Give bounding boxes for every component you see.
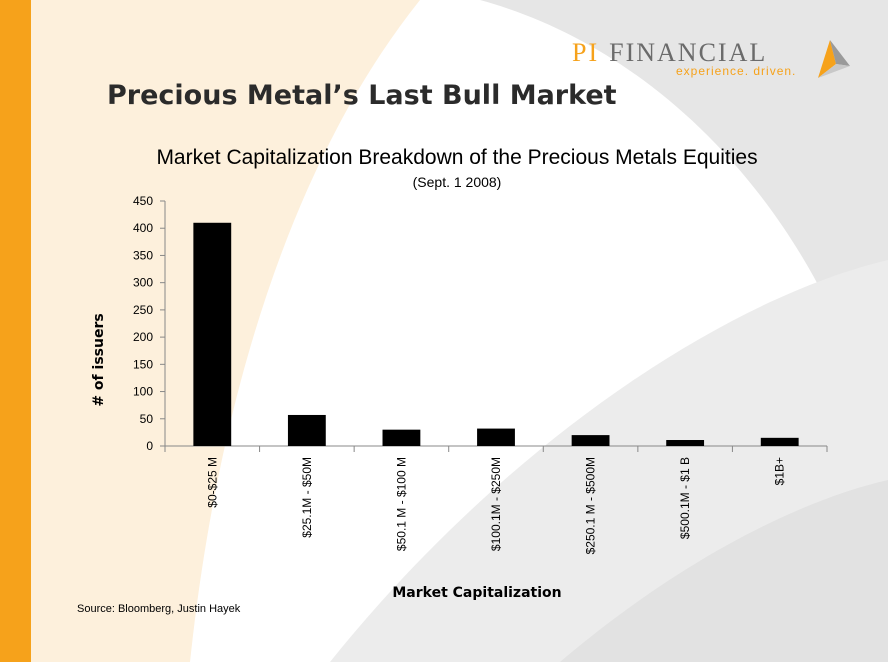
- orange-side-bar: [0, 0, 31, 662]
- y-tick-label: 250: [133, 303, 153, 317]
- slide-title: Precious Metal’s Last Bull Market: [107, 80, 617, 111]
- x-tick-label: $50.1 M - $100 M: [394, 457, 408, 551]
- y-tick-label: 350: [133, 248, 153, 262]
- y-tick-label: 100: [133, 385, 153, 399]
- bar: [666, 440, 705, 446]
- bar: [382, 429, 421, 446]
- logo-financial-text: FINANCIAL: [609, 38, 768, 67]
- y-tick-label: 0: [146, 439, 153, 453]
- bar: [571, 435, 610, 446]
- bar: [287, 414, 326, 446]
- x-tick-label: $500.1M - $1 B: [678, 457, 692, 539]
- chart-subtitle: (Sept. 1 2008): [412, 174, 502, 190]
- x-axis-title: Market Capitalization: [392, 585, 561, 601]
- x-tick-label: $100.1M - $250M: [489, 457, 503, 551]
- chart-title: Market Capitalization Breakdown of the P…: [156, 146, 758, 169]
- source-note: Source: Bloomberg, Justin Hayek: [77, 603, 241, 615]
- logo-wordmark: PI FINANCIAL: [572, 38, 767, 68]
- y-tick-label: 450: [133, 194, 153, 208]
- y-axis-title: # of issuers: [91, 313, 107, 406]
- x-tick-label: $1B+: [773, 457, 787, 485]
- logo-pi-text: PI: [572, 38, 600, 67]
- logo-sail-icon: [818, 40, 850, 78]
- bar: [193, 222, 232, 446]
- bar: [477, 428, 515, 446]
- bar: [760, 437, 799, 446]
- logo-tagline: experience. driven.: [676, 64, 797, 78]
- y-tick-label: 300: [133, 276, 153, 290]
- y-tick-label: 400: [133, 221, 153, 235]
- y-tick-label: 50: [140, 412, 154, 426]
- x-tick-label: $25.1M - $50M: [300, 457, 314, 538]
- x-tick-label: $0-$25 M: [205, 457, 219, 508]
- y-tick-label: 150: [133, 357, 153, 371]
- x-tick-label: $250.1 M - $500M: [584, 457, 598, 554]
- y-tick-label: 200: [133, 330, 153, 344]
- pi-financial-logo: PI FINANCIAL experience. driven.: [572, 38, 862, 88]
